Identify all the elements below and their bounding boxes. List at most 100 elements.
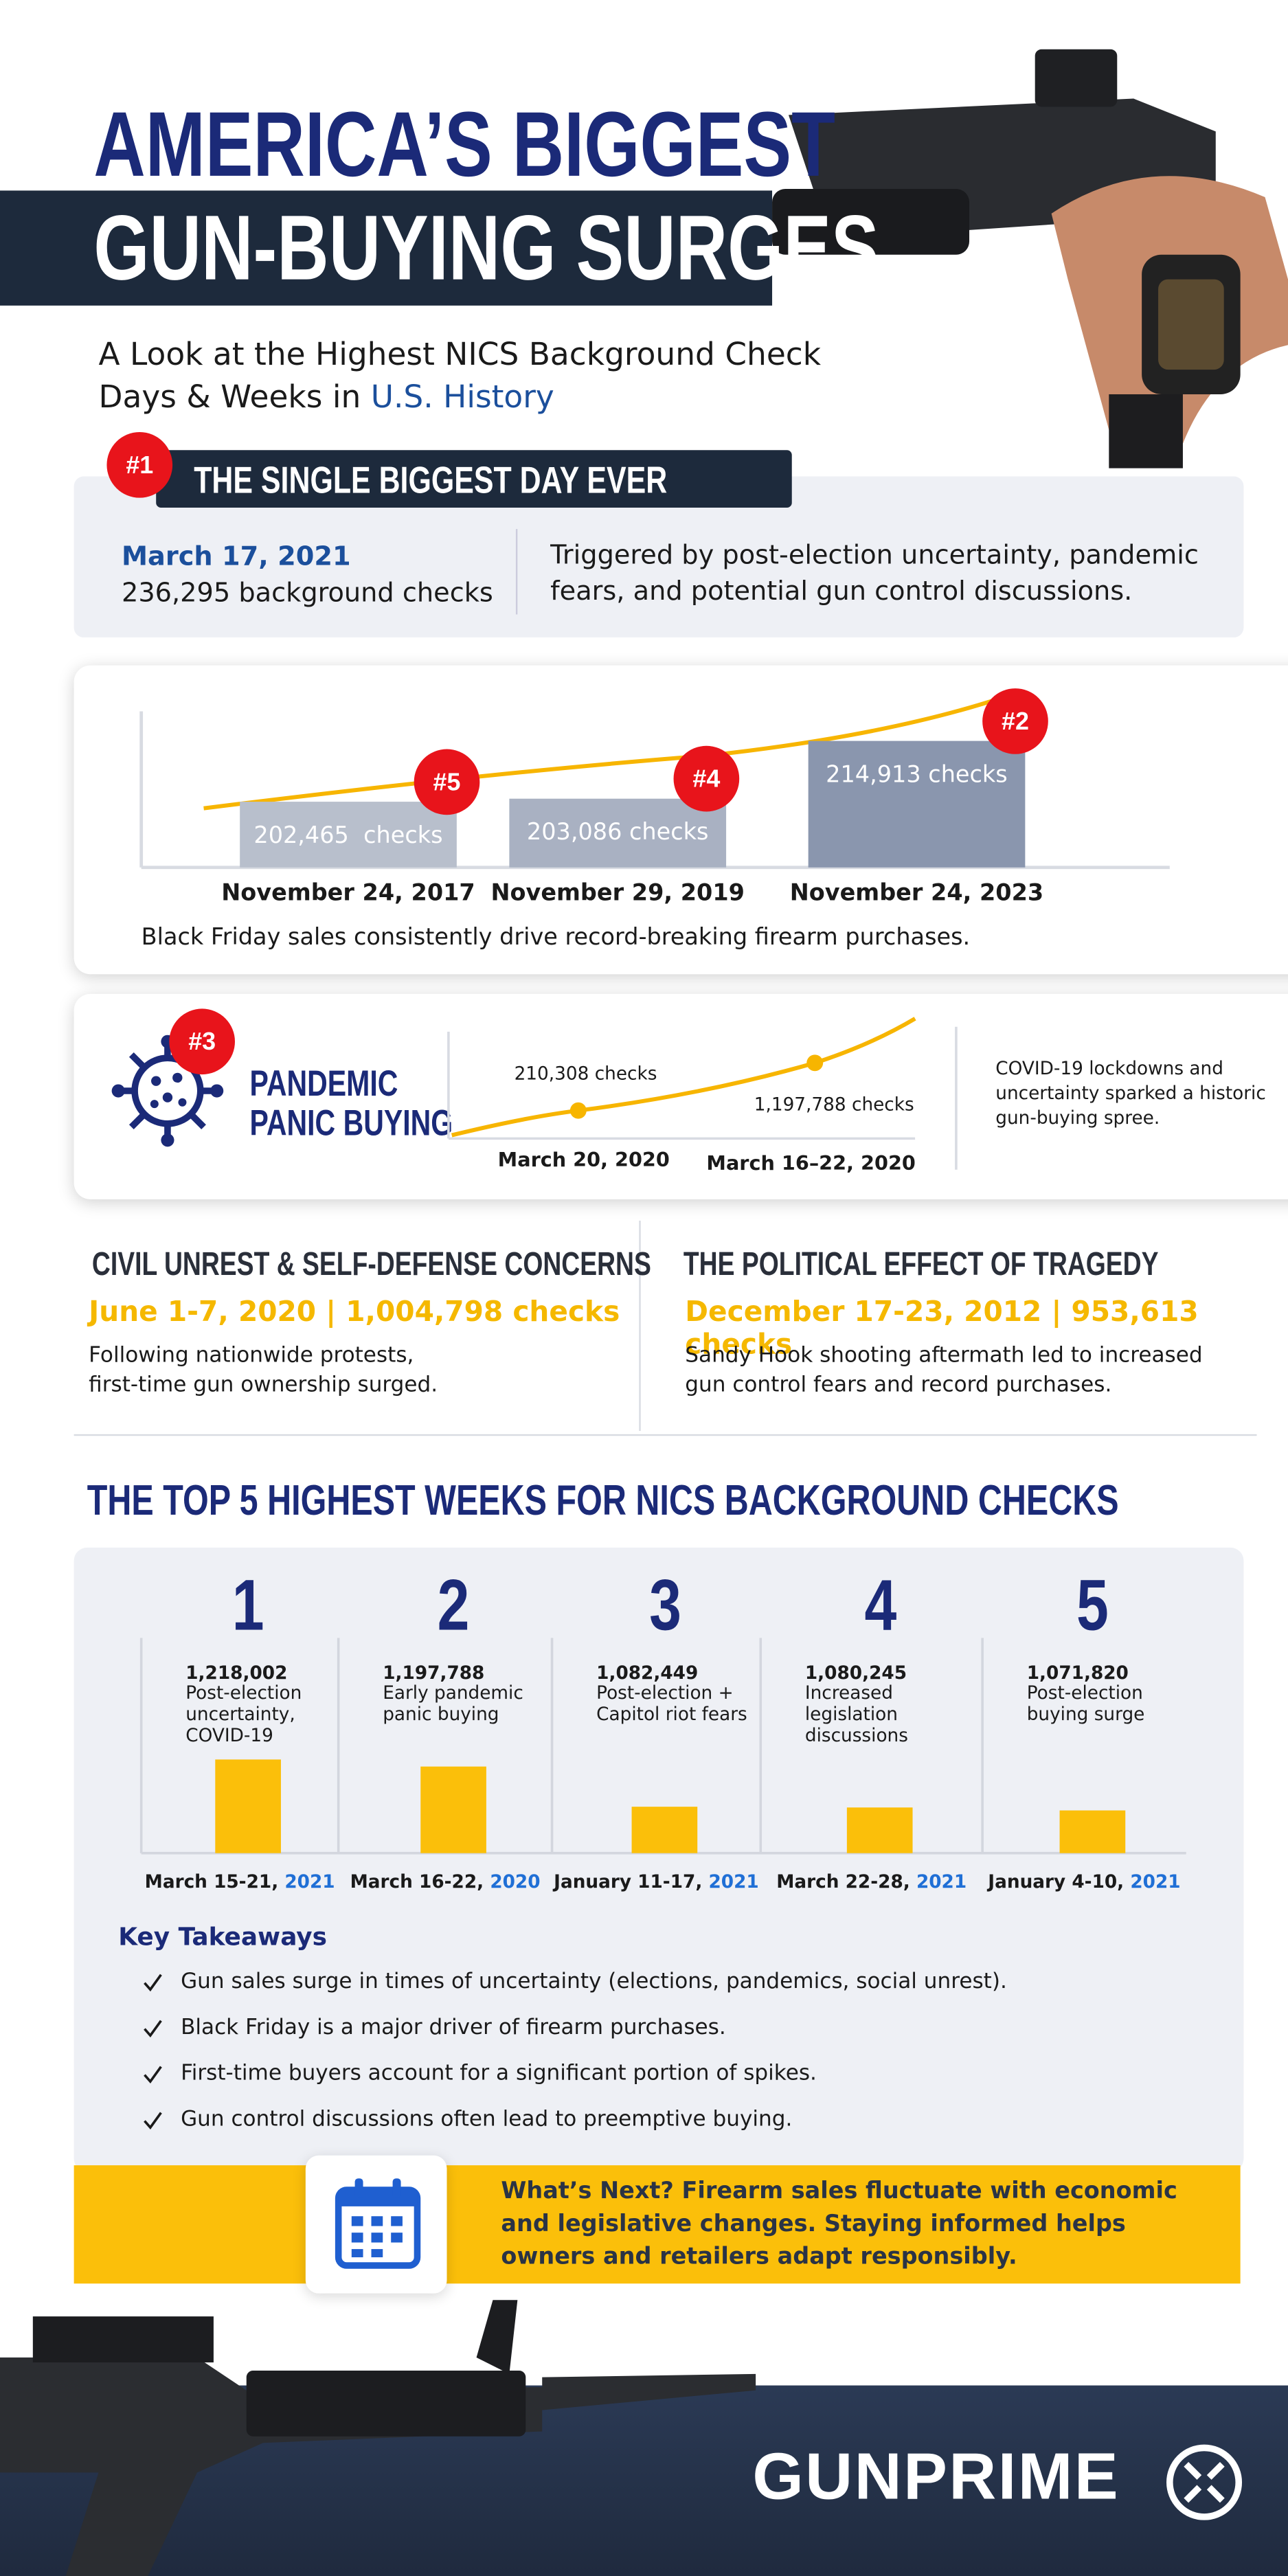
biggest-day-checks: 236,295 background checks xyxy=(121,576,493,608)
week-rank: 5 xyxy=(1076,1566,1109,1647)
point-date: March 20, 2020 xyxy=(497,1148,670,1172)
week-value: 1,082,449 xyxy=(596,1662,699,1684)
point xyxy=(569,1102,587,1119)
pandemic-card xyxy=(74,993,1288,1199)
brand-logo xyxy=(1166,2444,1243,2520)
check-icon xyxy=(144,1974,162,1992)
pandemic-chart xyxy=(447,1017,958,1170)
divider xyxy=(515,529,518,615)
divider xyxy=(639,1220,641,1432)
week-rank: 1 xyxy=(231,1566,264,1647)
pandemic-heading-line1: PANDEMIC xyxy=(249,1063,398,1105)
bar xyxy=(509,798,727,868)
trend-line xyxy=(203,694,1006,811)
black-friday-chart xyxy=(139,694,1170,870)
week-date: March 16-22, 2020 xyxy=(322,1871,569,1893)
black-friday-caption: Black Friday sales consistently drive re… xyxy=(141,925,971,951)
title-band xyxy=(0,190,773,306)
bar-label: 203,086 checks xyxy=(526,820,709,847)
point-date: March 16–22, 2020 xyxy=(706,1151,916,1175)
rifle-illustration xyxy=(0,2300,756,2576)
check-icon xyxy=(144,2020,162,2038)
bar-date: November 24, 2023 xyxy=(789,880,1044,907)
takeaway-item: Gun sales surge in times of uncertainty … xyxy=(181,1969,1007,1995)
bar-date: November 29, 2019 xyxy=(490,880,745,907)
bar xyxy=(631,1807,698,1853)
event-stat: June 1-7, 2020 | 1,004,798 checks xyxy=(89,1296,620,1329)
week-reason: Post-election + Capitol riot fears xyxy=(596,1682,747,1726)
rank-badge: #2 xyxy=(982,688,1048,754)
trend-line xyxy=(451,1017,916,1138)
subtitle-highlight: U.S. History xyxy=(370,379,554,416)
point-label: 210,308 checks xyxy=(514,1063,657,1085)
takeaway-item: Gun control discussions often lead to pr… xyxy=(181,2108,793,2133)
check-mark xyxy=(144,2066,162,2084)
check-icon xyxy=(144,2112,162,2129)
event-description: Sandy Hook shooting aftermath led to inc… xyxy=(685,1344,1203,1399)
week-value: 1,218,002 xyxy=(185,1662,288,1684)
week-value: 1,080,245 xyxy=(804,1662,907,1684)
whats-next-band xyxy=(74,2165,1241,2284)
week-reason: Increased legislation discussions xyxy=(804,1682,908,1747)
rank-badge: #1 xyxy=(106,431,173,498)
week-rank: 2 xyxy=(437,1566,470,1647)
bar-label: 214,913 checks xyxy=(826,762,1008,789)
pandemic-heading: PANDEMIC PANIC BUYING xyxy=(249,1063,453,1144)
week-dates: January 11-17, xyxy=(554,1871,709,1893)
week-year: 2021 xyxy=(284,1871,335,1893)
rank-badge: #4 xyxy=(673,746,740,812)
week-date: March 22-28, 2021 xyxy=(744,1871,999,1893)
check-mark xyxy=(144,1974,162,1992)
takeaways-title: Key Takeaways xyxy=(118,1922,328,1952)
point xyxy=(806,1054,824,1072)
week-rank: 4 xyxy=(863,1566,896,1647)
rank-badge: #3 xyxy=(169,1008,235,1075)
bar-label: 202,465 checks xyxy=(253,823,443,850)
subtitle: A Look at the Highest NICS Background Ch… xyxy=(98,333,854,418)
week-year: 2020 xyxy=(490,1871,541,1893)
whats-next-text: What’s Next? Firearm sales fluctuate wit… xyxy=(501,2178,1177,2271)
top-weeks-chart xyxy=(139,1638,1186,1855)
pandemic-heading-line2: PANIC BUYING xyxy=(249,1102,453,1144)
takeaway-item: Black Friday is a major driver of firear… xyxy=(181,2015,726,2041)
top-weeks-title: THE TOP 5 HIGHEST WEEKS FOR NICS BACKGRO… xyxy=(87,1475,1119,1525)
week-date: March 15-21, 2021 xyxy=(125,1871,355,1893)
bar xyxy=(240,802,457,868)
week-year: 2021 xyxy=(708,1871,759,1893)
week-reason: Post-election buying surge xyxy=(1026,1682,1145,1726)
week-date: January 11-17, 2021 xyxy=(536,1871,778,1893)
divider xyxy=(74,1434,1257,1436)
event-heading: THE POLITICAL EFFECT OF TRAGEDY xyxy=(683,1247,1159,1283)
bar xyxy=(846,1807,913,1853)
week-year: 2021 xyxy=(916,1871,967,1893)
calendar-icon xyxy=(335,2178,421,2269)
bar-date: November 24, 2017 xyxy=(221,880,475,907)
point-label: 1,197,788 checks xyxy=(754,1094,914,1116)
bar xyxy=(420,1766,486,1853)
biggest-day-date: March 17, 2021 xyxy=(121,540,351,572)
week-dates: January 4-10, xyxy=(988,1871,1131,1893)
bar xyxy=(215,1759,281,1853)
title-line2: GUN-BUYING SURGES xyxy=(93,195,879,300)
week-rank: 3 xyxy=(648,1566,681,1647)
week-dates: March 22-28, xyxy=(776,1871,916,1893)
week-dates: March 15-21, xyxy=(144,1871,285,1893)
handgun-illustration xyxy=(772,49,1288,468)
top-weeks-box xyxy=(74,1547,1244,2172)
pandemic-description: COVID-19 lockdowns and uncertainty spark… xyxy=(995,1058,1266,1129)
title-line1: AMERICA’S BIGGEST xyxy=(93,91,835,196)
week-reason: Post-election uncertainty, COVID-19 xyxy=(185,1682,302,1747)
check-icon xyxy=(144,2066,162,2084)
rank-badge: #5 xyxy=(414,749,480,815)
heading-bar xyxy=(156,450,792,508)
event-heading: CIVIL UNREST & SELF-DEFENSE CONCERNS xyxy=(91,1247,651,1283)
week-reason: Early pandemic panic buying xyxy=(383,1682,523,1726)
check-mark xyxy=(144,2020,162,2038)
week-date: January 4-10, 2021 xyxy=(966,1871,1202,1893)
biggest-day-description: Triggered by post-election uncertainty, … xyxy=(550,539,1199,607)
event-description: Following nationwide protests, first-tim… xyxy=(89,1344,438,1399)
bar xyxy=(1059,1810,1126,1853)
takeaway-item: First-time buyers account for a signific… xyxy=(181,2061,817,2087)
week-dates: March 16-22, xyxy=(350,1871,490,1893)
